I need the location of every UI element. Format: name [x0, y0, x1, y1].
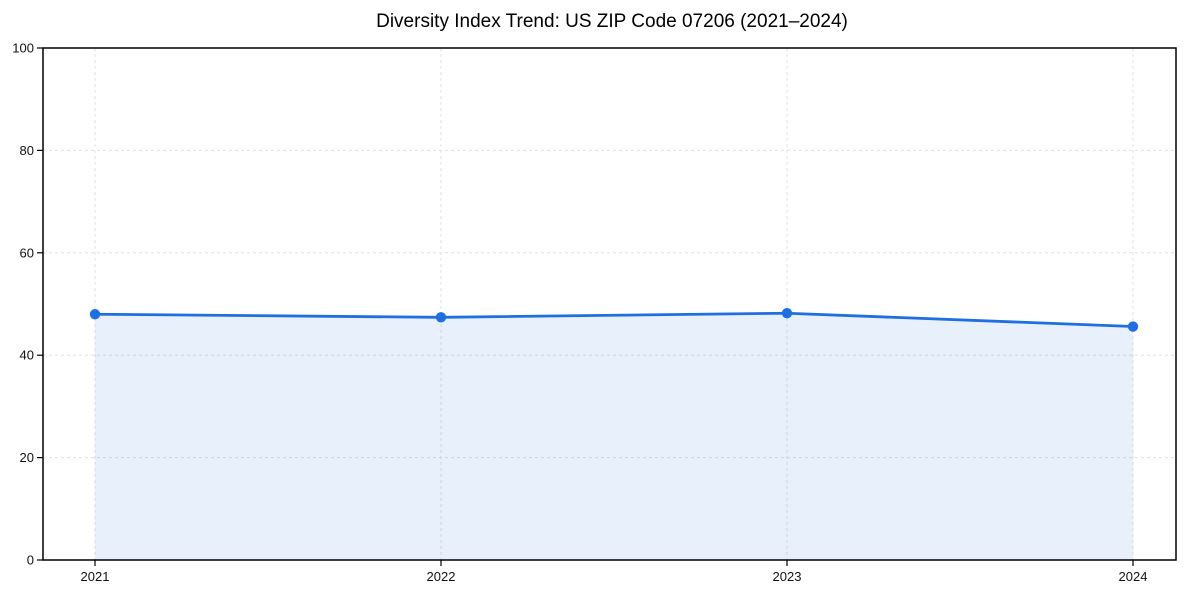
x-tick-label-2024: 2024	[1119, 569, 1148, 584]
plot-area: 0 20 40 60 80 100 2021 2022 2023 2024	[12, 41, 1177, 584]
chart-title: Diversity Index Trend: US ZIP Code 07206…	[376, 11, 848, 32]
y-tick-label-80: 80	[20, 143, 34, 158]
x-tick-label-2023: 2023	[773, 569, 802, 584]
data-point-2024	[1127, 321, 1139, 332]
x-tick-label-2021: 2021	[81, 569, 110, 584]
y-tick-label-100: 100	[12, 41, 34, 56]
data-point-2023	[781, 308, 793, 319]
plot-border	[42, 47, 1177, 561]
area-fill	[95, 313, 1133, 560]
x-tick-label-2022: 2022	[427, 569, 456, 584]
y-tick-label-40: 40	[20, 348, 34, 363]
data-point-2022	[435, 312, 447, 323]
data-point-2021	[89, 309, 101, 320]
y-tick-label-0: 0	[27, 553, 34, 568]
y-tick-label-60: 60	[20, 245, 34, 260]
y-tick-label-20: 20	[20, 450, 34, 465]
trend-line	[93, 311, 1135, 328]
